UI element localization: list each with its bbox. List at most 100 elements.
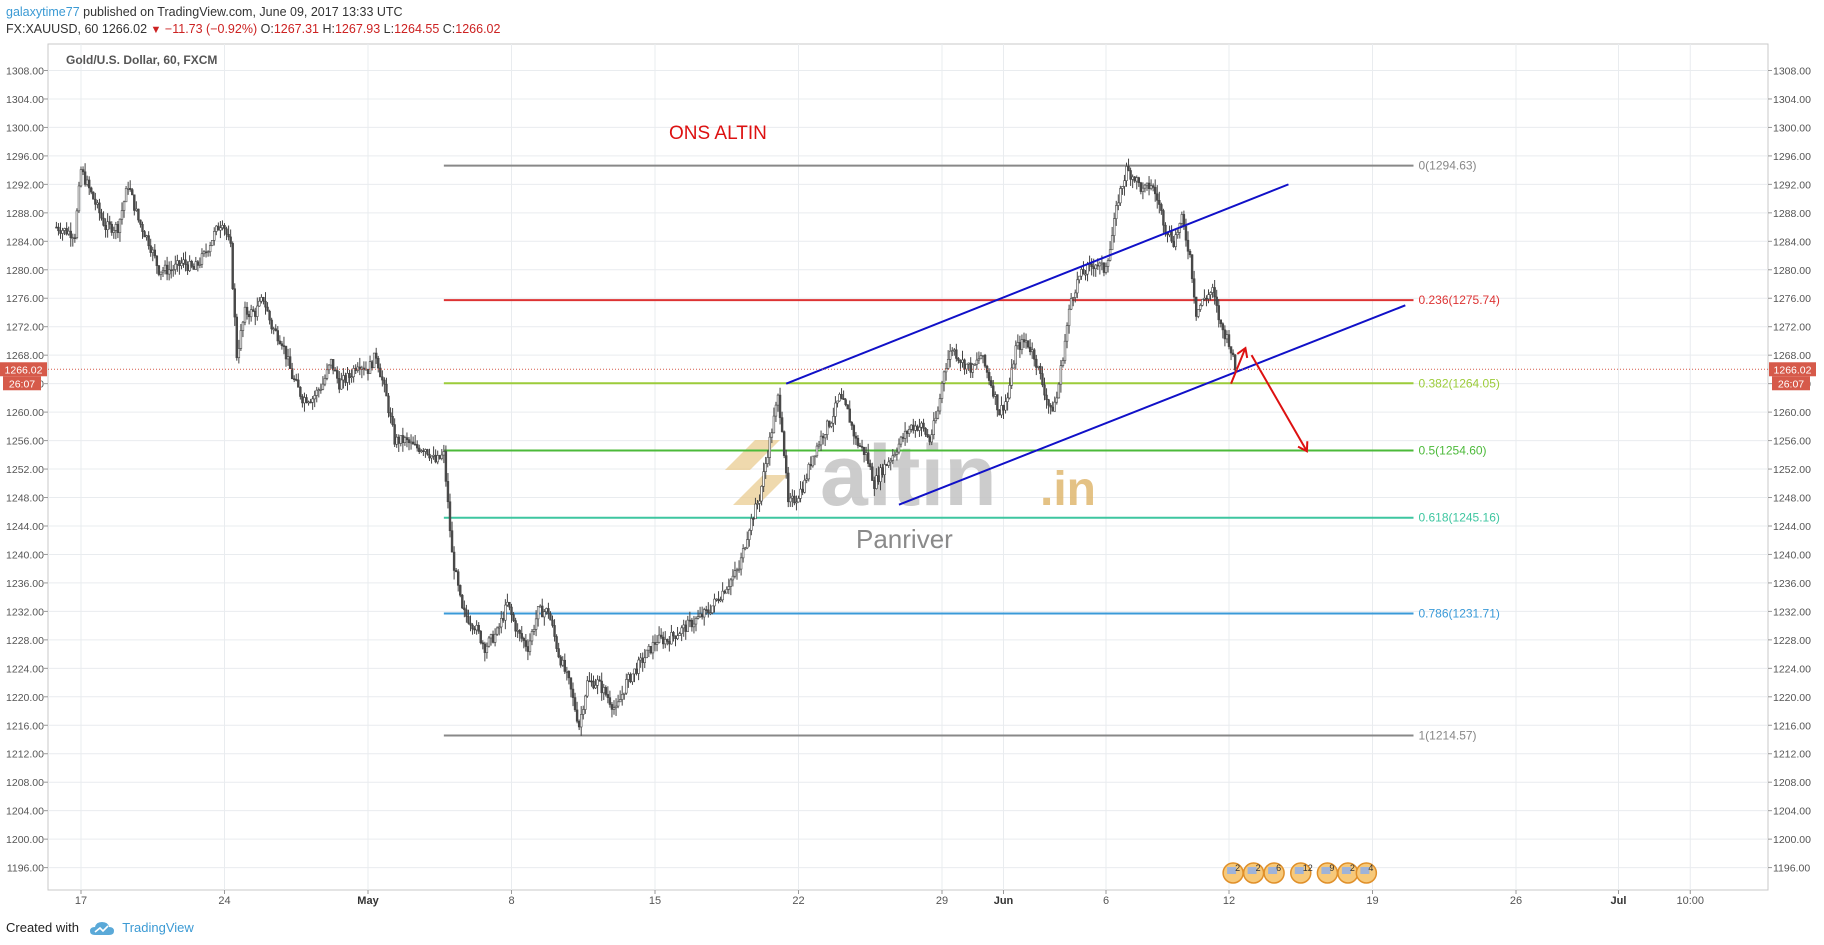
event-marker[interactable]: 12 — [1290, 862, 1313, 884]
event-marker[interactable]: 2 — [1242, 862, 1265, 884]
candle-body — [491, 634, 495, 643]
arrow-down[interactable] — [1250, 354, 1308, 452]
candle-body — [922, 422, 925, 429]
candle-body — [588, 680, 591, 683]
candle-body — [206, 251, 210, 254]
candle-body — [186, 264, 189, 271]
candle-body — [112, 230, 116, 233]
candle-body — [118, 218, 122, 233]
candle-body — [594, 685, 597, 689]
candle-body — [563, 659, 567, 672]
candle-body — [356, 366, 359, 371]
candle-body — [729, 579, 733, 587]
candle-body — [98, 202, 101, 214]
candle-body — [331, 359, 335, 371]
candle-body — [801, 488, 804, 493]
candle-body — [953, 349, 956, 352]
candle-body — [135, 208, 138, 211]
event-marker[interactable]: 2 — [1222, 862, 1244, 884]
candle-body — [553, 625, 556, 637]
candle-body — [612, 707, 616, 710]
high-value: 1267.93 — [334, 22, 381, 36]
candle-body — [979, 355, 983, 360]
candle-body — [879, 467, 882, 482]
candle-body — [297, 379, 300, 388]
candle-body — [725, 589, 728, 594]
candle-body — [944, 368, 948, 373]
candle-body — [791, 495, 794, 499]
channel-lower-line[interactable] — [898, 304, 1406, 506]
author-link[interactable]: galaxytime77 — [6, 5, 80, 19]
price-axis-left[interactable]: 1308.00 1304.00 1300.00 1296.00 1292.00 1288.… — [6, 66, 48, 875]
candle-body — [889, 459, 892, 463]
candle-body — [286, 356, 290, 360]
candle-body — [616, 701, 620, 707]
candle-body — [635, 668, 638, 674]
candle-body — [438, 455, 441, 459]
y-tick-label: 1236.00 — [1773, 578, 1811, 590]
candle-body — [1170, 231, 1173, 242]
candle-body — [311, 398, 314, 403]
candle-body — [221, 225, 224, 229]
candle-body — [370, 361, 374, 369]
channel-upper-line[interactable] — [785, 183, 1289, 385]
candle-body — [924, 427, 927, 435]
candle-body — [1195, 296, 1198, 317]
candle-body — [1215, 296, 1218, 306]
fibonacci-retracement[interactable]: 0(1294.63) 0.236(1275.74) 0.382(1264.05) 0.… — [443, 159, 1500, 743]
candle-body — [204, 251, 208, 254]
arrow-up[interactable] — [1230, 347, 1247, 385]
y-tick-label: 1220.00 — [1773, 692, 1811, 704]
fib-label-0382: 0.382(1264.05) — [1419, 376, 1500, 390]
candle-body — [1037, 365, 1040, 368]
candle-body — [426, 449, 429, 455]
candle-body — [590, 680, 593, 683]
price-axis-right[interactable]: 1308.00 1304.00 1300.00 1296.00 1292.00 1288.… — [1768, 66, 1811, 875]
trend-drawings[interactable] — [785, 183, 1406, 506]
candle-body — [1098, 262, 1102, 267]
candle-body — [1201, 299, 1204, 306]
candle-body — [159, 271, 163, 275]
candle-body — [739, 557, 743, 570]
candle-body — [450, 530, 454, 553]
candle-body — [1172, 240, 1175, 247]
candle-body — [73, 237, 77, 240]
candle-body — [397, 436, 400, 444]
candle-body — [504, 604, 507, 621]
time-axis[interactable]: 17 24 May 8 15 22 29 Jun 6 12 19 26 Jul 10:00 — [75, 890, 1704, 907]
event-marker[interactable]: 4 — [1355, 862, 1378, 884]
high-label: H: — [322, 22, 335, 36]
candle-body — [891, 455, 895, 461]
candle-body — [157, 265, 161, 275]
candle-body — [452, 551, 456, 571]
candle-body — [428, 453, 431, 459]
y-tick-label: 1296.00 — [6, 151, 44, 163]
candle-body — [674, 635, 677, 639]
candle-body — [444, 451, 448, 482]
event-marker[interactable]: 2 — [1337, 862, 1359, 884]
candle-body — [385, 383, 388, 397]
tradingview-link[interactable]: TradingView — [122, 920, 194, 935]
event-marker[interactable]: 6 — [1263, 862, 1285, 884]
y-tick-label: 1268.00 — [1773, 350, 1811, 362]
candle-body — [1203, 297, 1206, 300]
annotation-ons-altin[interactable]: ONS ALTIN — [669, 123, 767, 144]
candle-body — [807, 464, 810, 480]
candle-body — [536, 606, 540, 620]
candle-body — [1188, 250, 1192, 256]
candle-body — [350, 376, 353, 379]
economic-events[interactable]: 2 2 6 12 9 2 4 — [1222, 862, 1378, 884]
candle-body — [336, 370, 339, 379]
candle-body — [932, 420, 936, 435]
countdown-text-right: 26:07 — [1778, 378, 1804, 390]
candle-body — [577, 720, 581, 728]
candle-body — [973, 363, 977, 366]
event-marker[interactable]: 9 — [1316, 862, 1339, 884]
candle-body — [881, 467, 884, 476]
candle-body — [405, 437, 409, 440]
candle-body — [129, 188, 132, 190]
candle-body — [727, 586, 731, 590]
candle-body — [487, 637, 491, 647]
candle-body — [754, 503, 757, 520]
